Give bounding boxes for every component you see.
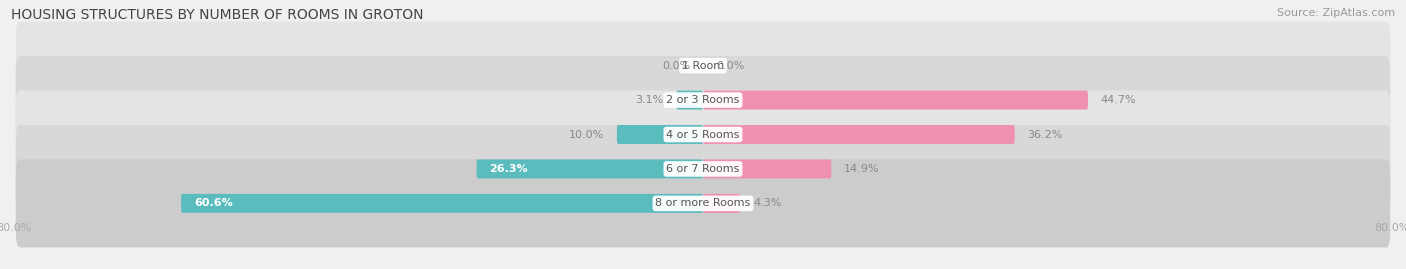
FancyBboxPatch shape (15, 22, 1391, 110)
FancyBboxPatch shape (703, 194, 740, 213)
FancyBboxPatch shape (15, 159, 1391, 247)
FancyBboxPatch shape (676, 91, 703, 109)
FancyBboxPatch shape (15, 125, 1391, 213)
Text: 14.9%: 14.9% (844, 164, 880, 174)
FancyBboxPatch shape (15, 56, 1391, 144)
Text: Source: ZipAtlas.com: Source: ZipAtlas.com (1277, 8, 1395, 18)
Text: 4.3%: 4.3% (754, 198, 782, 208)
FancyBboxPatch shape (181, 194, 703, 213)
Text: 10.0%: 10.0% (568, 129, 605, 140)
FancyBboxPatch shape (15, 90, 1391, 179)
Text: HOUSING STRUCTURES BY NUMBER OF ROOMS IN GROTON: HOUSING STRUCTURES BY NUMBER OF ROOMS IN… (11, 8, 423, 22)
Text: 3.1%: 3.1% (636, 95, 664, 105)
Text: 2 or 3 Rooms: 2 or 3 Rooms (666, 95, 740, 105)
Text: 6 or 7 Rooms: 6 or 7 Rooms (666, 164, 740, 174)
Text: 36.2%: 36.2% (1028, 129, 1063, 140)
FancyBboxPatch shape (703, 160, 831, 178)
Text: 0.0%: 0.0% (662, 61, 690, 71)
Text: 60.6%: 60.6% (194, 198, 233, 208)
FancyBboxPatch shape (703, 91, 1088, 109)
Text: 44.7%: 44.7% (1101, 95, 1136, 105)
Text: 8 or more Rooms: 8 or more Rooms (655, 198, 751, 208)
FancyBboxPatch shape (477, 160, 703, 178)
FancyBboxPatch shape (617, 125, 703, 144)
FancyBboxPatch shape (703, 125, 1015, 144)
Text: 0.0%: 0.0% (716, 61, 744, 71)
Text: 1 Room: 1 Room (682, 61, 724, 71)
Text: 4 or 5 Rooms: 4 or 5 Rooms (666, 129, 740, 140)
Text: 26.3%: 26.3% (489, 164, 529, 174)
